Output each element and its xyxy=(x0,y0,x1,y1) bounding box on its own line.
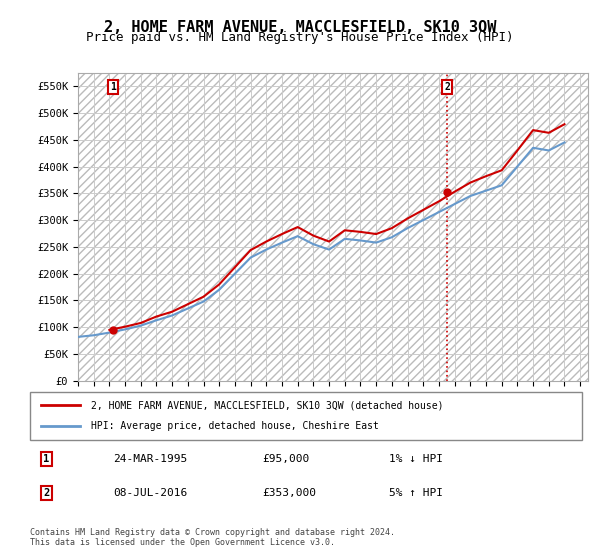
FancyBboxPatch shape xyxy=(30,392,582,440)
Text: 5% ↑ HPI: 5% ↑ HPI xyxy=(389,488,443,498)
Text: 2, HOME FARM AVENUE, MACCLESFIELD, SK10 3QW (detached house): 2, HOME FARM AVENUE, MACCLESFIELD, SK10 … xyxy=(91,400,443,410)
Text: 2, HOME FARM AVENUE, MACCLESFIELD, SK10 3QW: 2, HOME FARM AVENUE, MACCLESFIELD, SK10 … xyxy=(104,20,496,35)
Text: 1: 1 xyxy=(110,82,116,92)
Text: 24-MAR-1995: 24-MAR-1995 xyxy=(113,454,187,464)
Text: Price paid vs. HM Land Registry's House Price Index (HPI): Price paid vs. HM Land Registry's House … xyxy=(86,31,514,44)
Text: £95,000: £95,000 xyxy=(262,454,309,464)
Text: 08-JUL-2016: 08-JUL-2016 xyxy=(113,488,187,498)
Text: 1% ↓ HPI: 1% ↓ HPI xyxy=(389,454,443,464)
Text: 2: 2 xyxy=(43,488,50,498)
Text: 2: 2 xyxy=(444,82,450,92)
Text: Contains HM Land Registry data © Crown copyright and database right 2024.
This d: Contains HM Land Registry data © Crown c… xyxy=(30,528,395,547)
Text: £353,000: £353,000 xyxy=(262,488,316,498)
Text: HPI: Average price, detached house, Cheshire East: HPI: Average price, detached house, Ches… xyxy=(91,421,379,431)
Text: 1: 1 xyxy=(43,454,50,464)
